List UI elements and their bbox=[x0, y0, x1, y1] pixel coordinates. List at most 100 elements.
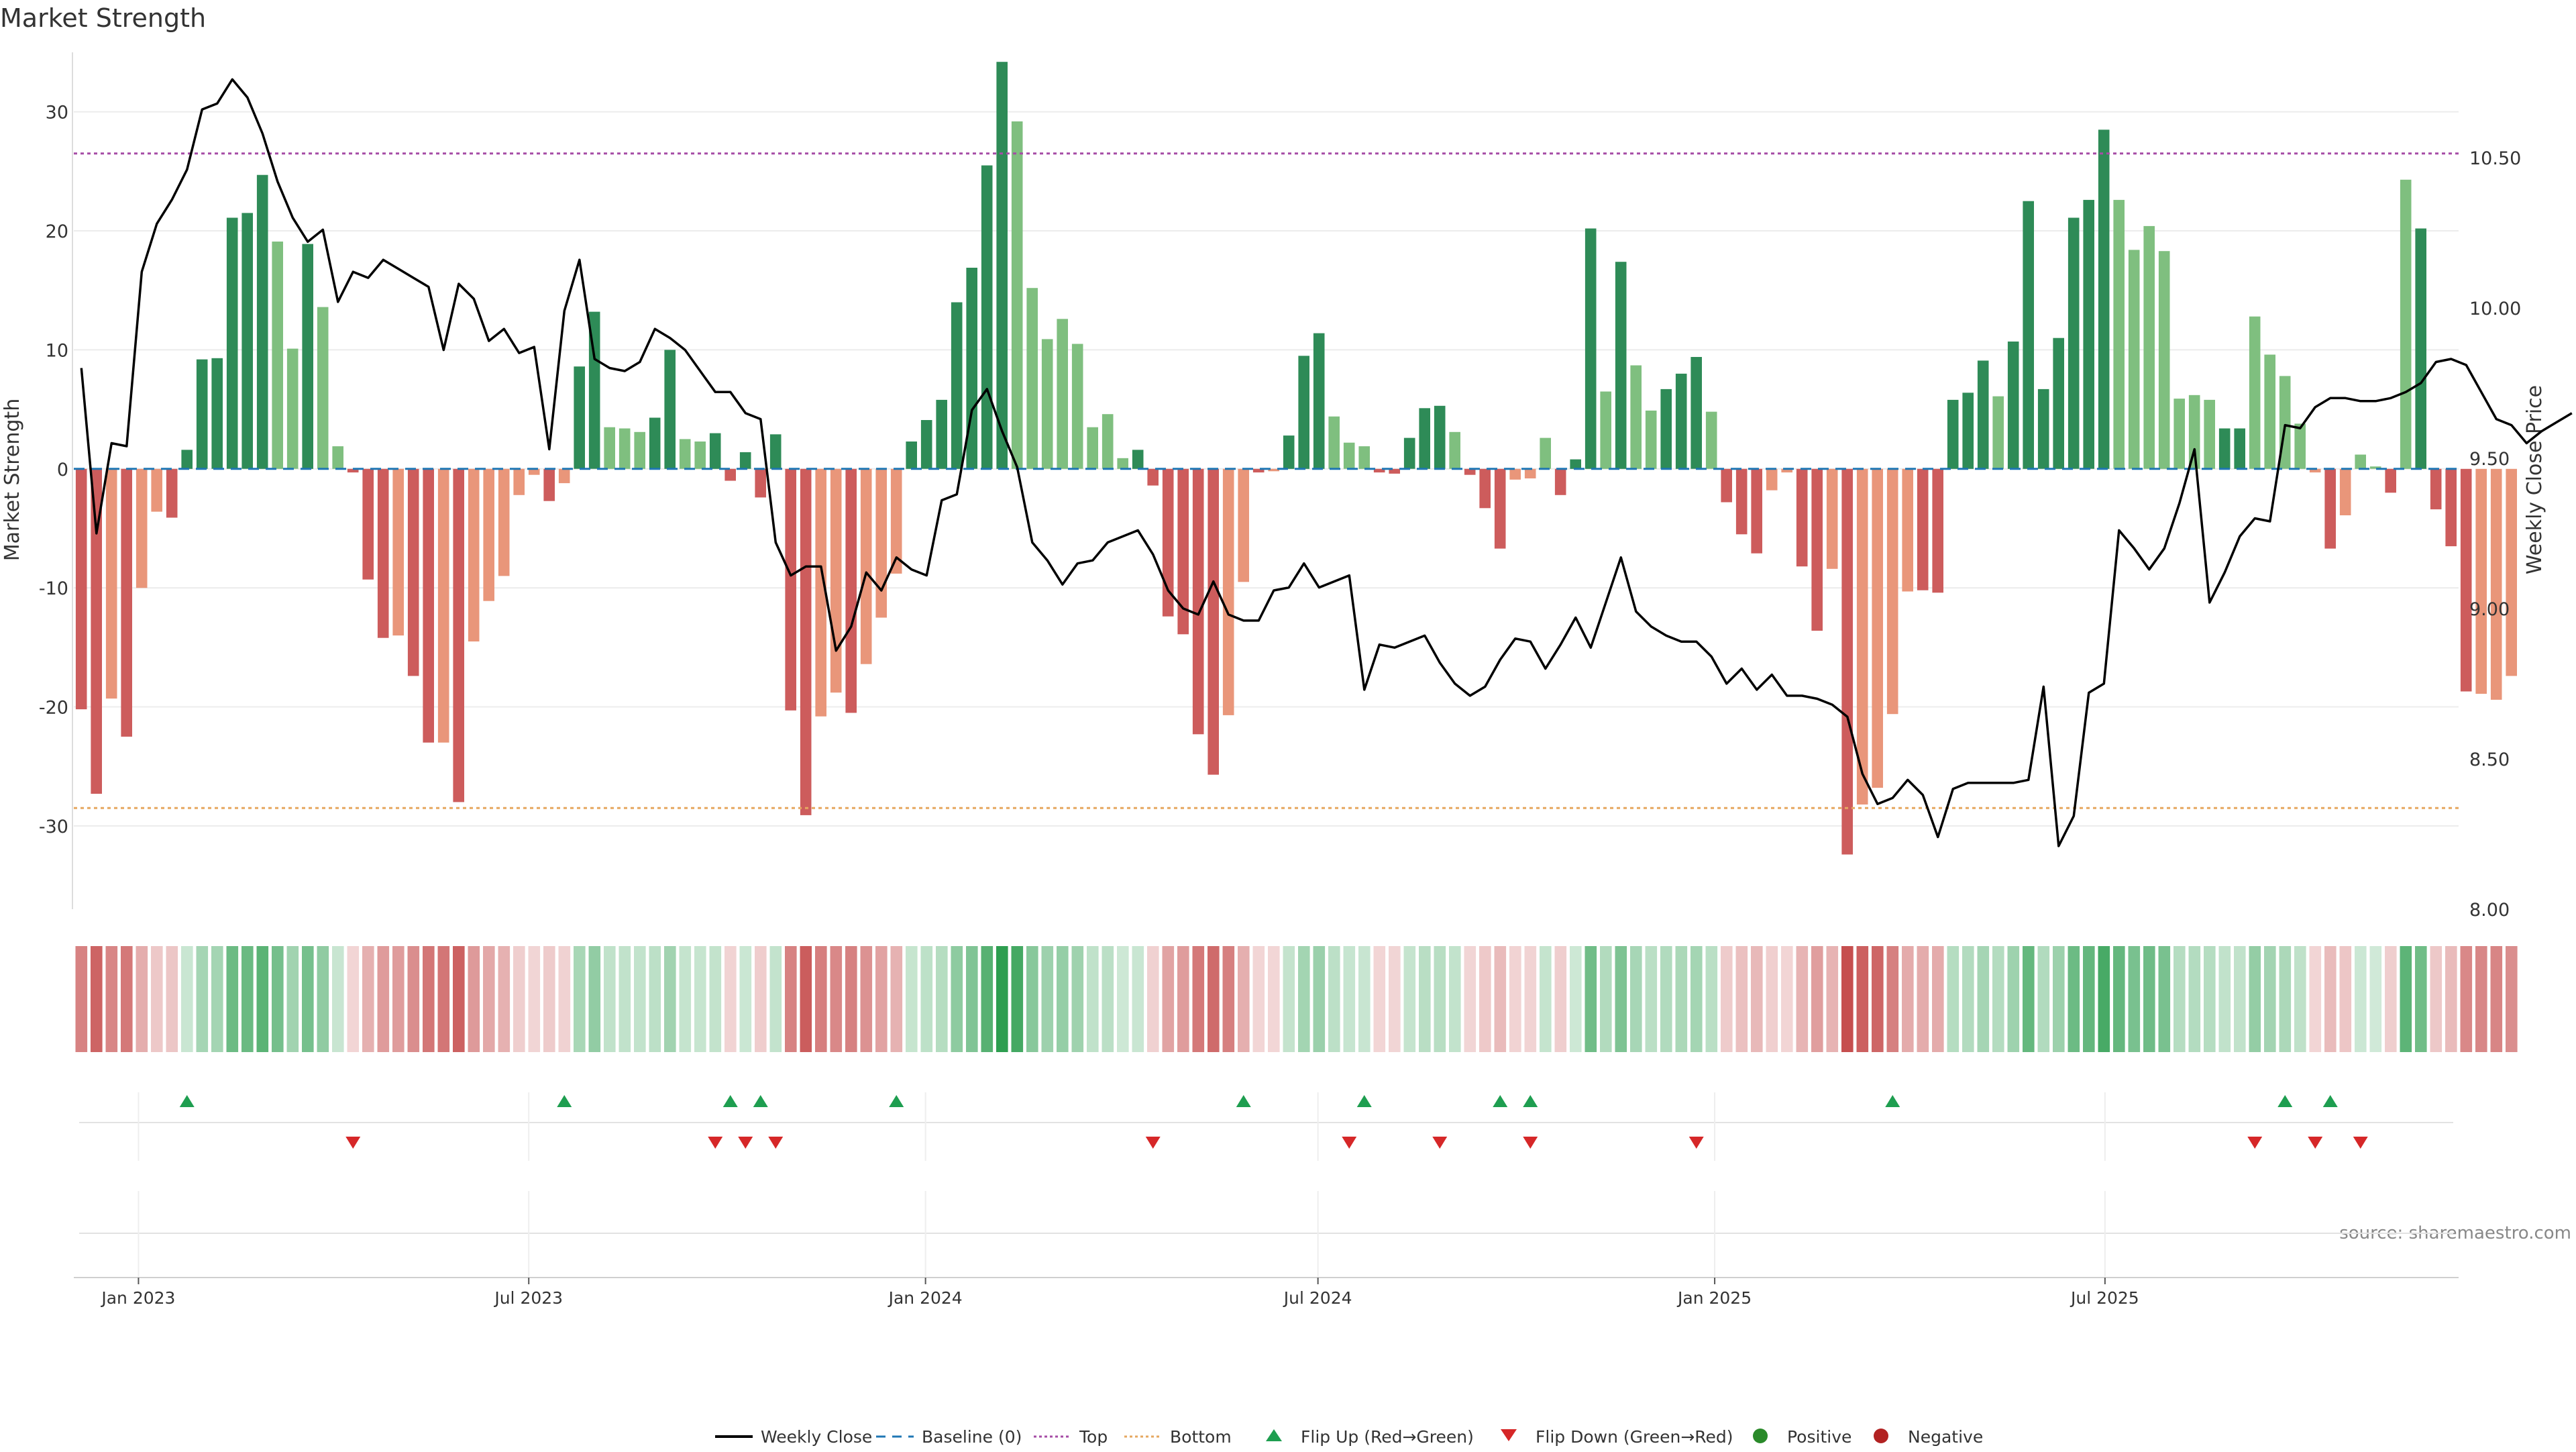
reference-lines bbox=[74, 152, 2459, 809]
flip-up-marker bbox=[2277, 1095, 2293, 1107]
flip-markers bbox=[179, 1095, 2368, 1149]
heat-cell bbox=[574, 946, 586, 1052]
heat-cell bbox=[1509, 946, 1521, 1052]
strength-bar bbox=[709, 433, 721, 469]
strength-bar bbox=[1147, 468, 1159, 486]
strength-bar bbox=[105, 468, 117, 699]
heat-cell bbox=[1298, 946, 1310, 1052]
heat-cell bbox=[136, 946, 148, 1052]
strength-bar bbox=[1705, 411, 1717, 469]
heat-cell bbox=[875, 946, 888, 1052]
strength-bar bbox=[1057, 319, 1068, 469]
heat-cell bbox=[1011, 946, 1024, 1052]
strength-bar bbox=[574, 366, 585, 469]
heat-cell bbox=[1494, 946, 1507, 1052]
heat-cell bbox=[1570, 946, 1582, 1052]
heat-cell bbox=[2158, 946, 2171, 1052]
strength-bar bbox=[1403, 437, 1415, 469]
heat-cell bbox=[558, 946, 571, 1052]
strength-bar bbox=[1328, 416, 1340, 469]
strength-bar bbox=[769, 434, 782, 469]
y-tick-label: -10 bbox=[39, 578, 68, 599]
heat-cell bbox=[166, 946, 178, 1052]
heat-cell bbox=[1283, 946, 1295, 1052]
strength-bar bbox=[1162, 468, 1174, 617]
strength-bar bbox=[437, 468, 449, 743]
heat-cell bbox=[2294, 946, 2306, 1052]
y-axis-ticks: 30 20 10 0 -10 -20 -30 bbox=[39, 103, 68, 837]
strength-bar bbox=[1434, 405, 1446, 469]
heat-cell bbox=[2113, 946, 2125, 1052]
legend-swatch-flip-up bbox=[1266, 1429, 1282, 1441]
heat-cell bbox=[664, 946, 676, 1052]
heat-cell bbox=[1102, 946, 1114, 1052]
heat-cell bbox=[513, 946, 525, 1052]
strength-bar bbox=[2490, 468, 2502, 700]
strength-bar bbox=[1358, 446, 1370, 469]
heat-cell bbox=[302, 946, 314, 1052]
heat-cell bbox=[1222, 946, 1235, 1052]
heat-cell bbox=[1856, 946, 1869, 1052]
y2-tick-label: 8.50 bbox=[2469, 749, 2510, 770]
strength-bar bbox=[1373, 468, 1385, 473]
flip-down-marker bbox=[738, 1137, 753, 1149]
strength-bar bbox=[1796, 468, 1808, 567]
heat-cell bbox=[604, 946, 616, 1052]
heat-cell bbox=[256, 946, 269, 1052]
strength-bar bbox=[2083, 199, 2094, 469]
strength-bar bbox=[1313, 333, 1325, 469]
strength-bar bbox=[2158, 251, 2170, 469]
heat-cell bbox=[2264, 946, 2276, 1052]
heat-cell bbox=[1524, 946, 1537, 1052]
legend-label: Bottom bbox=[1170, 1427, 1232, 1447]
strength-bar bbox=[1540, 437, 1551, 469]
strength-bar bbox=[1947, 399, 1959, 469]
heat-cell bbox=[619, 946, 631, 1052]
flip-down-marker bbox=[2247, 1137, 2263, 1149]
strength-bar bbox=[1872, 468, 1883, 788]
strength-bar bbox=[1600, 391, 1611, 469]
strength-bar bbox=[2023, 201, 2034, 469]
heat-cell bbox=[2355, 946, 2367, 1052]
strength-bar bbox=[634, 431, 645, 469]
heat-cell bbox=[830, 946, 843, 1052]
strength-bar bbox=[453, 468, 464, 802]
strength-bar bbox=[392, 468, 404, 636]
strength-bar bbox=[2385, 468, 2396, 493]
strength-bar bbox=[1208, 468, 1219, 775]
strength-bar bbox=[181, 450, 193, 469]
flip-down-marker bbox=[345, 1137, 361, 1149]
heat-cell bbox=[332, 946, 344, 1052]
strength-bar bbox=[377, 468, 389, 638]
strength-bar bbox=[1826, 468, 1838, 569]
strength-bar bbox=[1298, 356, 1309, 469]
strength-bar bbox=[1992, 396, 2004, 469]
strength-bar bbox=[1977, 360, 1989, 469]
strength-bar bbox=[2264, 354, 2275, 469]
heat-cell bbox=[1796, 946, 1809, 1052]
strength-bar bbox=[1283, 435, 1295, 469]
heat-cell bbox=[755, 946, 767, 1052]
heat-cell bbox=[2430, 946, 2443, 1052]
flip-up-marker bbox=[753, 1095, 768, 1107]
strength-bar bbox=[1630, 365, 1642, 469]
strength-bar bbox=[2430, 468, 2442, 510]
y2-tick-label: 9.50 bbox=[2469, 449, 2510, 470]
heat-cell bbox=[649, 946, 661, 1052]
y-tick-label: 0 bbox=[57, 460, 68, 480]
heat-cell bbox=[362, 946, 374, 1052]
strength-bar bbox=[920, 420, 932, 469]
strength-bar bbox=[951, 302, 963, 469]
x-tick-label: Jan 2024 bbox=[888, 1288, 963, 1308]
strength-bar bbox=[241, 213, 253, 469]
strength-bar bbox=[1071, 344, 1083, 469]
y2-axis-label: Weekly Close Price bbox=[2523, 385, 2546, 574]
flip-down-marker bbox=[1145, 1137, 1161, 1149]
heat-cell bbox=[543, 946, 555, 1052]
heat-cell bbox=[392, 946, 405, 1052]
heat-cell bbox=[588, 946, 601, 1052]
strength-bar bbox=[2445, 468, 2457, 547]
heat-cell bbox=[2053, 946, 2065, 1052]
